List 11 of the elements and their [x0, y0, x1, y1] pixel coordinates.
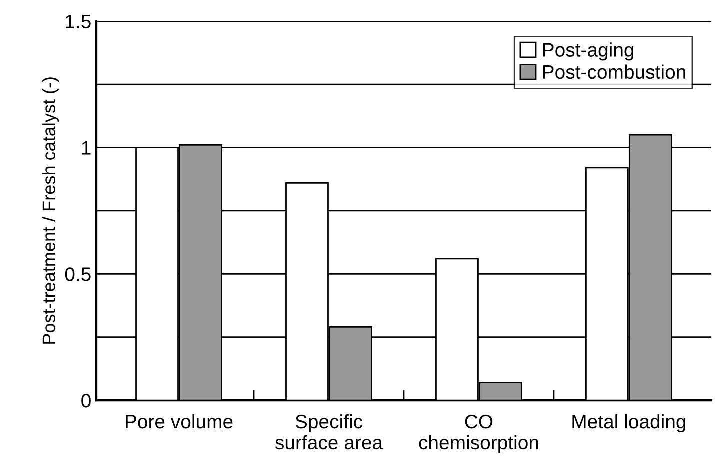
legend-label: Post-combustion: [543, 64, 686, 80]
y-tick-label: 1: [82, 141, 91, 155]
x-tick-label: Pore volume: [126, 414, 233, 429]
x-tick-label: Specific surface area: [275, 414, 384, 450]
y-axis-title: Post-treatment / Fresh catalyst (-): [42, 78, 60, 344]
x-tick-label: Metal loading: [572, 414, 686, 433]
legend-label: Post-aging: [543, 42, 634, 61]
y-tick-label: 0: [82, 394, 91, 408]
x-tick-label: CO chemisorption: [419, 414, 538, 454]
y-tick-label: 1.5: [66, 15, 91, 29]
y-tick-label: 0.5: [65, 268, 91, 282]
